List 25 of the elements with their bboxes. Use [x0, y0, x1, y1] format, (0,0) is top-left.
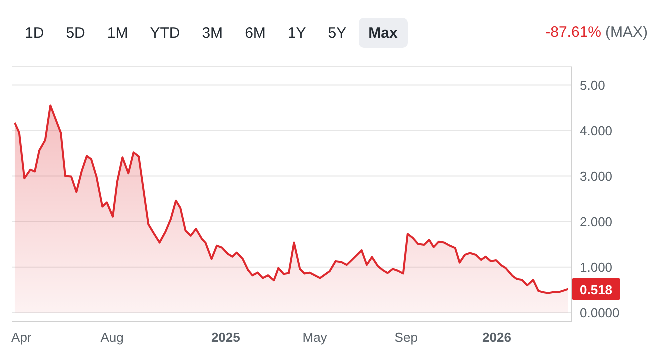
text: 5D	[56, 18, 96, 48]
y-tick-label: 5.00	[580, 78, 606, 93]
y-tick-label: 1.000	[580, 260, 613, 275]
y-tick-label: 4.000	[580, 123, 613, 138]
text: 1D	[15, 18, 54, 48]
y-tick-label: 2.000	[580, 214, 613, 230]
text: 5Y	[318, 18, 357, 48]
x-tick-label: Aug	[100, 330, 124, 345]
x-tick-label: 2026	[482, 330, 512, 345]
price-badge: 0.518	[572, 278, 620, 300]
text: 3M	[192, 18, 234, 48]
text: Max	[358, 18, 408, 48]
text: 1M	[97, 18, 138, 48]
text: -87.61%	[546, 24, 602, 41]
text: 1Y	[278, 18, 316, 48]
y-tick-label: 3.000	[580, 168, 613, 184]
y-tick-label: 0.0000	[580, 306, 620, 321]
text: YTD	[140, 18, 190, 48]
x-tick-label: May	[302, 330, 328, 345]
x-tick-label: Sep	[394, 330, 418, 345]
x-tick-label: Apr	[12, 330, 32, 345]
text: (MAX)	[606, 24, 648, 41]
annotation: 0.518	[580, 282, 613, 298]
text: 6M	[235, 18, 276, 48]
x-tick-label: 2025	[211, 330, 240, 345]
